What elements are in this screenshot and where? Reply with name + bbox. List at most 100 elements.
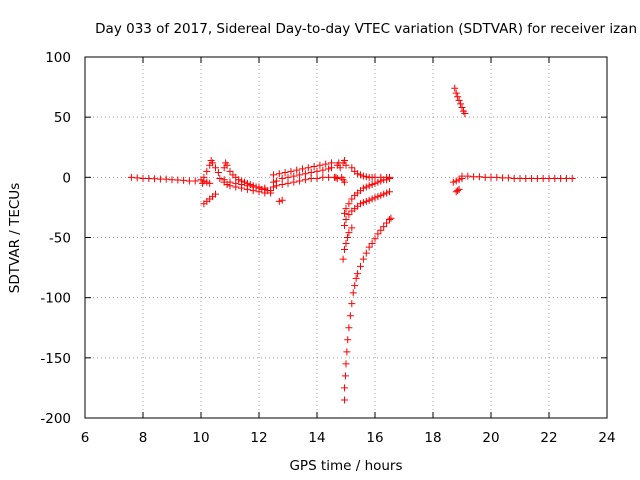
data-point	[313, 167, 321, 175]
data-point	[451, 84, 459, 92]
data-point	[348, 164, 356, 172]
data-point	[368, 240, 376, 248]
y-tick-label: 0	[62, 170, 71, 186]
data-point	[357, 200, 364, 208]
data-point	[475, 173, 483, 181]
data-point	[203, 178, 211, 186]
data-point	[365, 196, 373, 204]
data-point	[343, 234, 351, 241]
data-point	[374, 193, 382, 201]
data-point	[304, 164, 312, 172]
data-point	[301, 176, 309, 184]
data-point	[287, 167, 295, 175]
data-point	[127, 173, 135, 181]
data-point	[226, 167, 234, 175]
data-point	[354, 270, 362, 278]
data-point	[359, 172, 367, 180]
y-axis-label: SDTVAR / TECUs	[7, 183, 23, 293]
data-point	[377, 226, 385, 234]
axis-ticks	[84, 56, 608, 419]
data-point	[345, 211, 353, 219]
y-tick-label: -150	[40, 351, 71, 367]
data-point	[346, 312, 354, 320]
chart-title: Day 033 of 2017, Sidereal Day-to-day VTE…	[95, 21, 637, 37]
data-point	[348, 300, 356, 308]
data-point	[368, 195, 376, 203]
data-point	[328, 159, 335, 167]
data-point	[383, 176, 391, 184]
data-point	[342, 205, 350, 213]
x-tick-label: 22	[540, 430, 557, 446]
data-point	[348, 195, 356, 203]
x-tick-labels: 6 8 10 12 14 16 18 20 22 24	[81, 430, 616, 446]
data-point	[133, 174, 141, 182]
data-point	[371, 194, 379, 202]
data-point	[341, 156, 349, 164]
data-point	[464, 172, 472, 180]
x-tick-label: 20	[482, 430, 499, 446]
data-point	[342, 240, 350, 248]
data-point	[357, 262, 364, 270]
data-point	[180, 176, 188, 184]
data-points	[127, 84, 576, 404]
data-point	[209, 159, 217, 167]
data-point	[333, 175, 341, 183]
data-point	[345, 200, 353, 208]
data-point	[362, 183, 370, 191]
data-point	[232, 179, 240, 187]
data-point	[278, 196, 286, 204]
data-point	[296, 171, 304, 179]
data-point	[365, 243, 373, 251]
x-tick-label: 14	[308, 430, 325, 446]
data-point	[455, 185, 463, 193]
data-point	[284, 173, 292, 181]
data-point	[341, 209, 349, 217]
data-point	[322, 160, 330, 168]
data-point	[454, 93, 462, 101]
data-point	[341, 384, 349, 392]
data-point	[293, 166, 301, 174]
data-point	[452, 177, 460, 185]
data-point	[223, 161, 231, 169]
data-point	[216, 175, 224, 183]
data-point	[452, 89, 460, 97]
data-point	[261, 184, 269, 192]
data-point	[380, 190, 388, 198]
data-point	[220, 176, 228, 184]
data-point	[342, 215, 350, 223]
x-tick-label: 16	[366, 430, 383, 446]
data-point	[362, 173, 370, 181]
data-point	[343, 348, 351, 356]
data-point	[351, 282, 359, 290]
data-point	[349, 289, 357, 297]
data-point	[290, 178, 298, 186]
data-point	[275, 197, 283, 205]
data-point	[272, 182, 280, 190]
x-tick-label: 12	[250, 430, 267, 446]
data-point	[359, 184, 367, 192]
data-point	[341, 372, 349, 380]
data-point	[387, 214, 395, 222]
data-point	[341, 178, 349, 186]
data-point	[226, 178, 234, 186]
data-point	[214, 169, 222, 177]
data-point	[383, 219, 391, 227]
data-point	[344, 336, 352, 344]
x-tick-label: 6	[81, 430, 90, 446]
x-tick-label: 8	[139, 430, 148, 446]
data-point	[267, 189, 275, 197]
data-point	[568, 175, 576, 183]
data-point	[301, 170, 309, 178]
y-tick-label: -100	[40, 291, 71, 307]
data-point	[278, 175, 286, 183]
data-point	[255, 183, 263, 191]
data-point	[371, 235, 379, 243]
data-point	[380, 223, 388, 231]
data-point	[377, 191, 385, 199]
data-point	[339, 255, 347, 263]
data-point	[359, 199, 367, 207]
y-tick-label: 50	[54, 110, 71, 126]
data-point	[212, 164, 219, 172]
data-point	[386, 188, 393, 196]
data-point	[368, 181, 376, 189]
